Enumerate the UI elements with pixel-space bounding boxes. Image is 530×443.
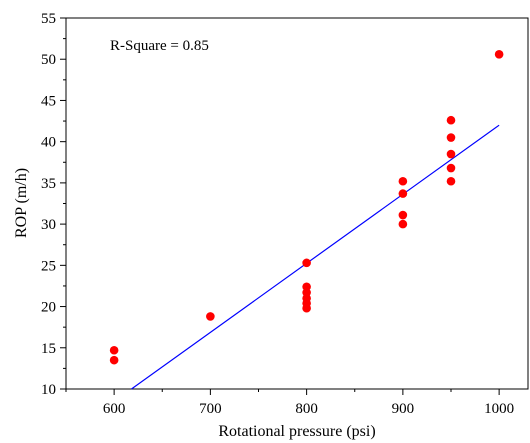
x-tick-label: 1000	[484, 401, 514, 417]
y-tick-label: 50	[41, 52, 56, 68]
fit-line	[131, 124, 500, 390]
x-tick-label: 900	[392, 401, 415, 417]
data-point	[206, 312, 215, 321]
fit-lines	[131, 124, 500, 390]
data-point	[398, 210, 408, 220]
minor-ticks	[63, 38, 452, 392]
data-points	[109, 49, 504, 365]
y-tick-label: 10	[41, 382, 56, 398]
x-tick-label: 600	[103, 401, 126, 417]
y-tick-label: 45	[41, 93, 56, 109]
data-point	[446, 176, 456, 186]
x-tick-label: 800	[295, 401, 318, 417]
x-axis-title: Rotational pressure (psi)	[218, 423, 375, 440]
data-point	[398, 176, 408, 186]
y-tick-label: 30	[41, 217, 56, 233]
r-square-annotation: R-Square = 0.85	[110, 38, 209, 54]
data-point	[109, 355, 119, 365]
y-tick-label: 15	[41, 341, 56, 357]
data-point	[302, 258, 311, 268]
data-point	[446, 149, 456, 159]
data-point	[494, 49, 504, 59]
data-point	[398, 219, 408, 229]
x-tick-label: 700	[199, 401, 222, 417]
y-tick-labels: 10 15 20 25 30 35 40 45 50 55	[41, 11, 56, 398]
y-tick-label: 25	[41, 258, 56, 274]
y-tick-label: 55	[41, 11, 56, 27]
y-tick-label: 35	[41, 176, 56, 192]
data-point	[446, 133, 456, 142]
major-ticks	[60, 17, 500, 395]
y-tick-label: 40	[41, 135, 56, 151]
data-point	[398, 189, 408, 198]
y-tick-label: 20	[41, 300, 56, 316]
data-point	[302, 303, 311, 313]
x-tick-labels: 600 700 800 900 1000	[103, 401, 514, 417]
plot-frame	[65, 17, 529, 390]
data-point	[446, 163, 456, 173]
y-axis-title: ROP (m/h)	[13, 168, 30, 238]
data-point	[109, 345, 119, 355]
data-point	[446, 115, 456, 125]
